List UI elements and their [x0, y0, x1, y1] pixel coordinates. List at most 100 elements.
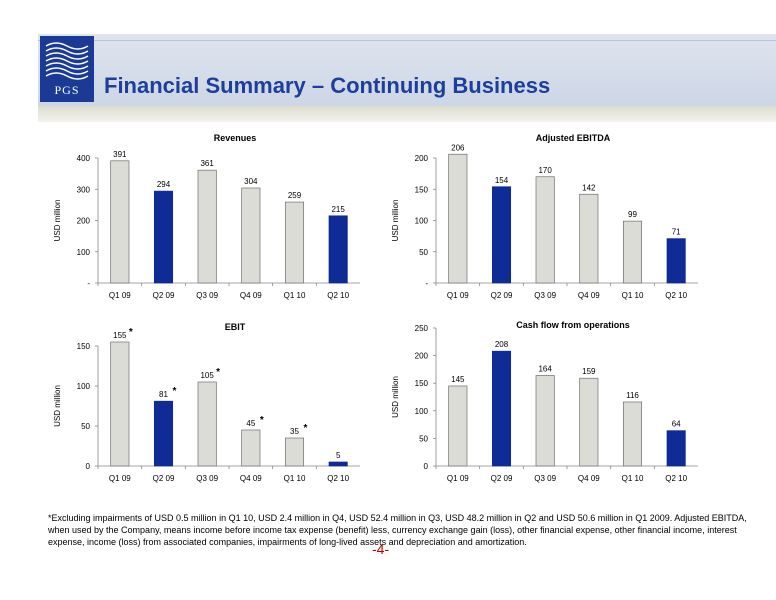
bar	[153, 400, 174, 467]
chart-title: Cash flow from operations	[516, 320, 630, 330]
page-number: -4-	[372, 541, 390, 557]
data-label: 71	[672, 228, 681, 237]
asterisk-mark: *	[216, 367, 220, 378]
data-label: 64	[672, 420, 681, 429]
data-label: 155	[113, 331, 127, 340]
data-label: 294	[157, 180, 171, 189]
y-tick-label: 400	[77, 154, 91, 163]
bar	[491, 350, 512, 467]
data-label: 215	[331, 205, 345, 214]
x-tick-label: Q2 09	[153, 291, 175, 300]
x-tick-label: Q2 09	[153, 474, 175, 483]
x-tick-label: Q2 10	[665, 474, 687, 483]
bar	[328, 461, 348, 467]
y-tick-label: 100	[77, 382, 91, 391]
y-tick-label: 300	[77, 185, 91, 194]
x-tick-label: Q1 09	[447, 474, 469, 483]
y-tick-label: 100	[415, 217, 429, 226]
asterisk-mark: *	[129, 327, 133, 338]
x-tick-label: Q4 09	[578, 291, 600, 300]
y-tick-label: 200	[77, 217, 91, 226]
bar	[535, 176, 555, 284]
data-label: 159	[582, 367, 596, 376]
data-label: 105	[200, 371, 214, 380]
bar	[622, 401, 643, 467]
bar	[535, 375, 555, 467]
bar	[110, 341, 130, 467]
bar	[328, 215, 348, 284]
x-tick-label: Q1 10	[622, 291, 644, 300]
bar	[448, 153, 468, 284]
bar	[666, 238, 686, 284]
asterisk-mark: *	[260, 415, 264, 426]
y-tick-label: 200	[415, 352, 429, 361]
logo-text: PGS	[54, 83, 80, 97]
y-tick-label: 100	[77, 248, 91, 257]
header-shadow	[38, 106, 776, 122]
y-axis-label: USD million	[391, 200, 400, 242]
data-label: 35	[290, 427, 299, 436]
logo-waves-icon	[45, 42, 89, 80]
x-tick-label: Q1 10	[284, 474, 306, 483]
y-tick-label: -	[425, 279, 428, 288]
y-axis-label: USD million	[53, 200, 62, 242]
y-tick-label: 50	[419, 434, 428, 443]
y-tick-label: 150	[77, 342, 91, 351]
footnote: *Excluding impairments of USD 0.5 millio…	[48, 513, 747, 547]
x-tick-label: Q2 10	[327, 291, 349, 300]
x-tick-label: Q4 09	[578, 474, 600, 483]
asterisk-mark: *	[304, 423, 308, 434]
y-axis-label: USD million	[391, 376, 400, 418]
asterisk-mark: *	[173, 386, 177, 397]
data-label: 361	[200, 159, 214, 168]
bar	[284, 201, 305, 284]
bar	[241, 429, 261, 467]
data-label: 164	[538, 364, 552, 373]
bar	[666, 430, 686, 467]
x-tick-label: Q1 10	[622, 474, 644, 483]
x-tick-label: Q3 09	[534, 474, 556, 483]
x-tick-label: Q4 09	[240, 291, 262, 300]
x-tick-label: Q1 10	[284, 291, 306, 300]
revenues-chart: Revenues USD million - 100 200 300 400 Q1 09 391…	[53, 133, 360, 300]
y-tick-label: 0	[86, 462, 91, 471]
y-tick-label: -	[87, 279, 90, 288]
y-tick-label: 100	[415, 407, 429, 416]
chart-title: Revenues	[214, 133, 257, 143]
cash-flow-chart: Cash flow from operations USD million 0 50 1…	[391, 320, 698, 483]
bar	[491, 186, 512, 284]
x-tick-label: Q4 09	[240, 474, 262, 483]
y-axis-label: USD million	[53, 385, 62, 427]
bar	[579, 377, 599, 467]
data-label: 259	[288, 191, 302, 200]
adjusted-ebitda-chart: Adjusted EBITDA USD million - 50 100 150 200 Q1…	[391, 133, 698, 300]
y-tick-label: 0	[424, 462, 429, 471]
data-label: 304	[244, 177, 258, 186]
data-label: 81	[159, 390, 168, 399]
x-tick-label: Q3 09	[534, 291, 556, 300]
bar	[448, 385, 468, 467]
y-tick-label: 50	[419, 248, 428, 257]
data-label: 99	[628, 210, 637, 219]
bar	[110, 160, 130, 284]
x-tick-label: Q2 09	[491, 291, 513, 300]
data-label: 45	[246, 419, 255, 428]
data-label: 391	[113, 150, 127, 159]
x-tick-label: Q1 09	[109, 474, 131, 483]
x-tick-label: Q3 09	[196, 291, 218, 300]
header-band	[38, 34, 776, 106]
data-label: 206	[451, 143, 465, 152]
data-label: 208	[495, 340, 509, 349]
data-label: 116	[626, 391, 639, 400]
y-tick-label: 50	[81, 422, 90, 431]
chart-title: EBIT	[225, 322, 246, 332]
bar	[579, 193, 599, 284]
chart-title: Adjusted EBITDA	[536, 133, 611, 143]
page-title: Financial Summary – Continuing Business	[104, 73, 551, 98]
data-label: 5	[336, 451, 341, 460]
bar	[197, 169, 217, 284]
y-tick-label: 250	[415, 324, 429, 333]
bar	[622, 220, 643, 284]
bar	[284, 437, 305, 467]
